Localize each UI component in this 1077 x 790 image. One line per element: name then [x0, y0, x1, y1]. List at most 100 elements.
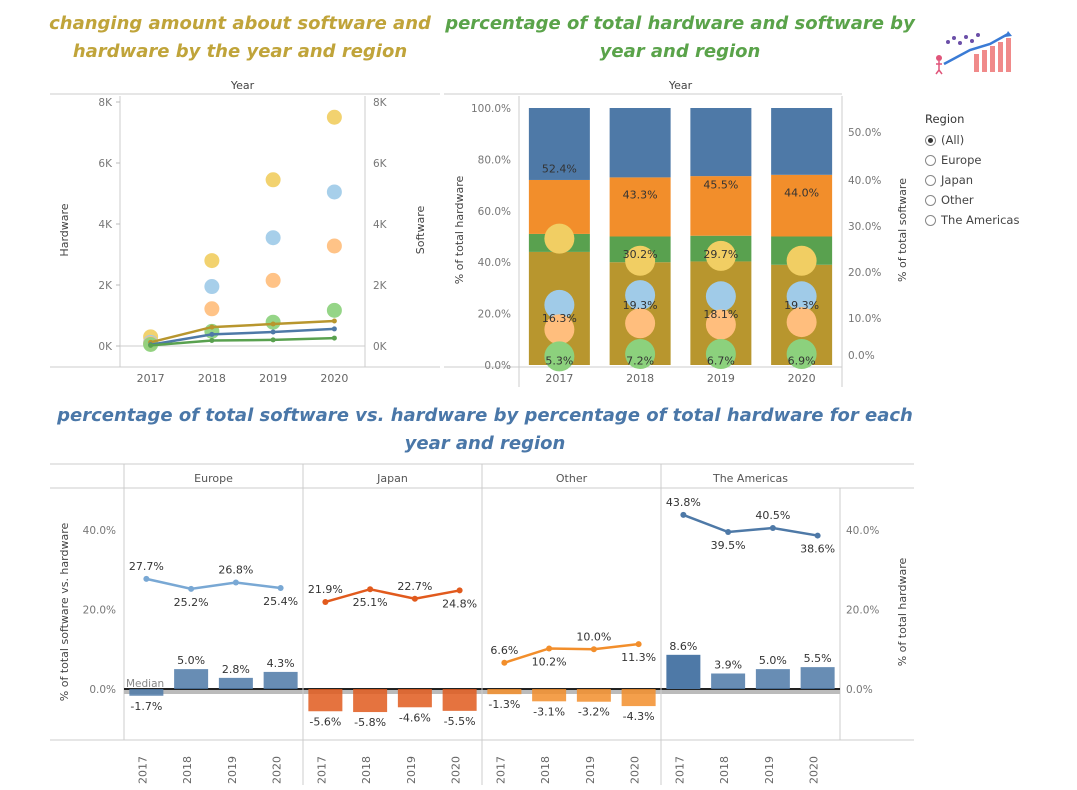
- software-circle: [705, 240, 736, 271]
- software-point: [204, 279, 220, 295]
- hardware-share-label: 21.9%: [308, 583, 343, 596]
- y-tick-label: 6K: [98, 158, 113, 170]
- hardware-share-label: 38.6%: [800, 543, 835, 556]
- hardware-share-label: 11.3%: [621, 651, 656, 664]
- radio-selected-icon[interactable]: [925, 134, 936, 146]
- facet-label: Europe: [194, 472, 233, 485]
- region-option-other[interactable]: Other: [925, 190, 1019, 210]
- software-circle: [625, 245, 656, 276]
- x-tick-label: 2020: [629, 756, 642, 784]
- x-tick-label: 2019: [584, 756, 597, 784]
- diff-bar-label: 5.0%: [177, 654, 205, 667]
- region-option-japan[interactable]: Japan: [925, 170, 1019, 190]
- software-point: [326, 302, 342, 318]
- region-filter-title: Region: [925, 112, 965, 126]
- hardware-share-point: [143, 575, 150, 582]
- region-filter: Region (All) Europe Japan Other The Amer…: [925, 112, 1019, 230]
- y-axis-label: % of total hardware: [453, 176, 466, 285]
- hardware-line: [150, 336, 335, 347]
- hardware-share-label: 43.8%: [666, 496, 701, 509]
- hardware-share-point: [635, 641, 642, 648]
- software-point: [326, 109, 342, 125]
- diff-bar: [174, 669, 209, 689]
- software-circle: [625, 338, 656, 369]
- hardware-share-label: 10.2%: [532, 655, 567, 668]
- software-point: [265, 272, 281, 288]
- region-option-all[interactable]: (All): [925, 130, 1019, 150]
- diff-bar: [397, 689, 432, 708]
- y-tick-label: 80.0%: [478, 154, 511, 166]
- diff-bar-label: 5.5%: [804, 652, 832, 665]
- data-label: 6.9%: [788, 354, 816, 367]
- software-circle: [544, 223, 575, 254]
- hardware-share-point: [322, 598, 329, 605]
- y2-tick-label: 2K: [373, 280, 388, 292]
- data-label: 5.3%: [545, 354, 573, 367]
- hardware-share-point: [188, 585, 195, 592]
- y-tick-label: 2K: [98, 280, 113, 292]
- y2-tick-label: 50.0%: [848, 127, 881, 139]
- software-circle: [544, 289, 575, 320]
- y-tick-label: 20.0%: [83, 605, 116, 617]
- region-option-europe[interactable]: Europe: [925, 150, 1019, 170]
- region-option-americas[interactable]: The Americas: [925, 210, 1019, 230]
- diff-bar-label: -5.5%: [444, 715, 476, 728]
- x-tick-label: 2018: [539, 756, 552, 784]
- hardware-share-point: [367, 586, 374, 593]
- x-tick-label: 2017: [315, 756, 328, 784]
- diff-bar: [353, 689, 388, 713]
- facet-label: Other: [556, 472, 588, 485]
- software-point: [265, 172, 281, 188]
- x-tick-label: 2019: [405, 756, 418, 784]
- diff-bar: [129, 689, 164, 696]
- diff-bar: [800, 667, 835, 689]
- hardware-share-point: [814, 532, 821, 539]
- data-label: 7.2%: [626, 354, 654, 367]
- radio-icon[interactable]: [925, 174, 936, 186]
- facet-label: Japan: [376, 472, 408, 485]
- diff-bar-label: 8.6%: [669, 640, 697, 653]
- y-tick-label: 0.0%: [89, 684, 116, 696]
- radio-icon[interactable]: [925, 214, 936, 226]
- diff-bar: [308, 689, 343, 712]
- data-label: 45.5%: [703, 178, 738, 191]
- y2-tick-label: 0.0%: [848, 350, 875, 362]
- diff-bar: [442, 689, 477, 711]
- hardware-point: [270, 337, 276, 343]
- y-tick-label: 40.0%: [478, 257, 511, 269]
- x-tick-label: 2018: [360, 756, 373, 784]
- y2-axis-label: % of total software: [896, 178, 909, 282]
- hardware-share-label: 26.8%: [218, 563, 253, 576]
- software-circle: [786, 281, 817, 312]
- hardware-share-line: [325, 587, 460, 604]
- y2-tick-label: 8K: [373, 97, 388, 109]
- hardware-share-label: 22.7%: [397, 580, 432, 593]
- hardware-line: [150, 327, 335, 347]
- chart-title-percent: percentage of total hardware and softwar…: [445, 13, 915, 62]
- diff-bar: [711, 673, 746, 689]
- y-tick-label: 0K: [98, 341, 113, 353]
- x-tick-label: 2017: [494, 756, 507, 784]
- hardware-share-label: 25.2%: [174, 596, 209, 609]
- hardware-share-label: 25.1%: [353, 596, 388, 609]
- x-tick-label: 2017: [136, 756, 149, 784]
- y-axis-label: Hardware: [58, 203, 71, 256]
- hardware-share-point: [277, 585, 284, 592]
- hardware-share-line: [146, 577, 281, 591]
- radio-icon[interactable]: [925, 194, 936, 206]
- chart-title-diff: percentage of total software vs. hardwar…: [57, 405, 913, 454]
- bar-segment: [528, 108, 590, 180]
- bar-segment: [690, 176, 752, 236]
- software-point: [265, 230, 281, 246]
- y2-axis-label: % of total hardware: [896, 558, 909, 667]
- software-circle: [625, 308, 656, 339]
- diff-bar: [755, 669, 790, 689]
- radio-icon[interactable]: [925, 154, 936, 166]
- hardware-point: [148, 342, 154, 348]
- y-tick-label: 40.0%: [83, 525, 116, 537]
- hardware-point: [331, 335, 337, 341]
- hardware-point: [209, 331, 215, 337]
- data-label: 43.3%: [623, 189, 658, 202]
- diff-bar-label: 4.3%: [267, 657, 295, 670]
- y2-tick-label: 40.0%: [848, 175, 881, 187]
